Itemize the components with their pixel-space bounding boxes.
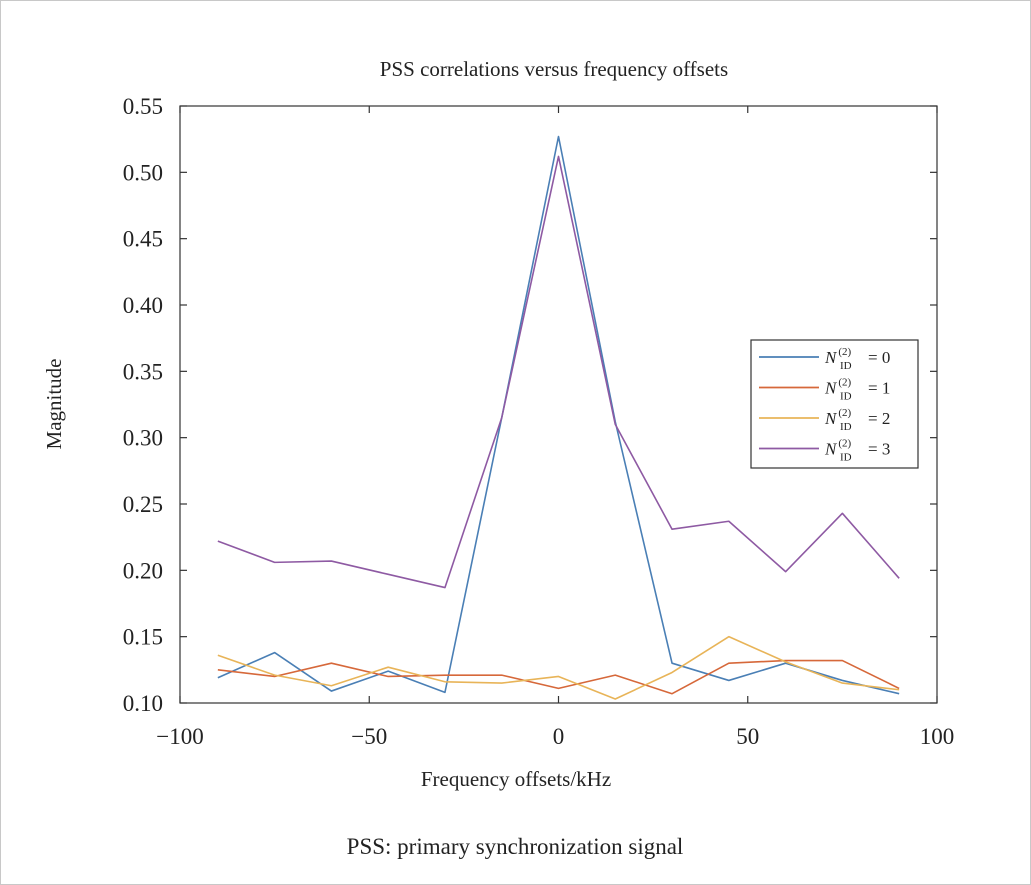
y-tick-label: 0.30: [123, 426, 163, 451]
legend-label: N (2) ID = 2: [824, 407, 890, 433]
legend: N (2) ID = 0N (2) ID = 1N (2) ID = 2N (2) ID = 3: [750, 339, 919, 469]
legend-label: N (2) ID = 3: [824, 438, 890, 464]
legend-superscript: (2): [838, 407, 851, 419]
y-tick-label: 0.10: [123, 691, 163, 716]
legend-entry: N (2) ID = 2: [759, 407, 890, 433]
legend-subscript: ID: [840, 452, 852, 464]
y-tick-label: 0.45: [123, 227, 163, 252]
y-tick-label: 0.40: [123, 293, 163, 318]
x-axis-title: Frequency offsets/kHz: [421, 767, 611, 791]
x-tick-label: 50: [736, 724, 759, 749]
legend-entry: N (2) ID = 1: [759, 377, 890, 403]
series-line-2: [217, 635, 900, 700]
y-axis-title: Magnitude: [42, 359, 66, 450]
y-tick-label: 0.25: [123, 492, 163, 517]
legend-superscript: (2): [838, 377, 851, 389]
legend-base: N: [824, 348, 838, 367]
legend-label: N (2) ID = 1: [824, 377, 890, 403]
legend-entry: N (2) ID = 0: [759, 346, 890, 372]
legend-subscript: ID: [840, 421, 852, 433]
legend-equation: = 0: [868, 348, 890, 367]
legend-subscript: ID: [840, 391, 852, 403]
figure-caption: PSS: primary synchronization signal: [347, 834, 684, 859]
legend-base: N: [824, 440, 838, 459]
legend-label: N (2) ID = 0: [824, 346, 890, 372]
legend-superscript: (2): [838, 438, 851, 450]
legend-box: [750, 339, 919, 469]
x-tick-label: −100: [156, 724, 203, 749]
legend-entry: N (2) ID = 3: [759, 438, 890, 464]
x-tick-label: 0: [553, 724, 565, 749]
legend-base: N: [824, 379, 838, 398]
y-tick-label: 0.15: [123, 625, 163, 650]
y-tick-label: 0.20: [123, 558, 163, 583]
y-tick-label: 0.55: [123, 94, 163, 119]
series-layer: [217, 135, 900, 700]
x-tick-label: 100: [920, 724, 955, 749]
x-tick-label: −50: [351, 724, 387, 749]
series-line-3: [217, 155, 900, 589]
chart-title: PSS correlations versus frequency offset…: [380, 57, 728, 81]
legend-subscript: ID: [840, 360, 852, 372]
y-tick-label: 0.50: [123, 160, 163, 185]
legend-equation: = 2: [868, 409, 890, 428]
series-line-1: [217, 659, 900, 695]
legend-base: N: [824, 409, 838, 428]
y-tick-label: 0.35: [123, 359, 163, 384]
legend-superscript: (2): [838, 346, 851, 358]
legend-equation: = 3: [868, 440, 890, 459]
series-line-0: [217, 135, 900, 695]
legend-equation: = 1: [868, 379, 890, 398]
